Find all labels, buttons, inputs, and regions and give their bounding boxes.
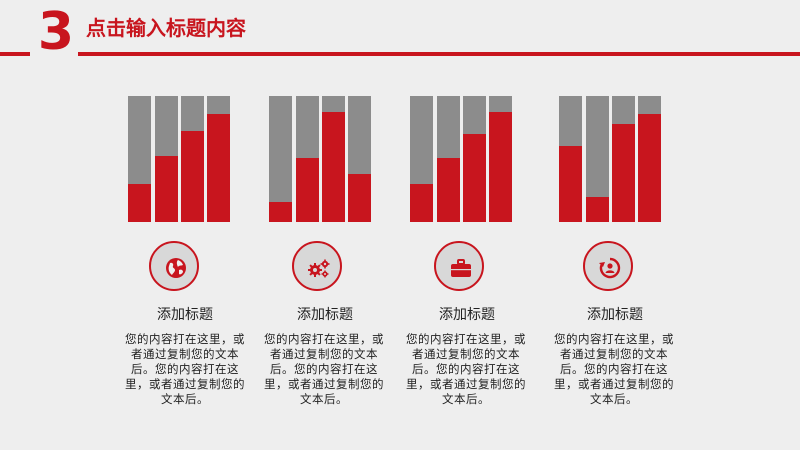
refresh-person-icon-glyph: [599, 257, 621, 279]
gears-icon[interactable]: [292, 241, 342, 291]
refresh-person-icon[interactable]: [583, 241, 633, 291]
card-4: 添加标题 您的内容打在这里，或者通过复制您的文本后。您的内容打在这里，或者通过复…: [540, 96, 690, 426]
bar-fill: [207, 113, 230, 222]
bar-fill: [322, 112, 345, 222]
bar-track: [410, 96, 433, 222]
bar-track: [155, 96, 178, 222]
bar-fill: [269, 201, 292, 222]
bar-fill: [489, 112, 512, 222]
bar-fill: [128, 184, 151, 222]
bar-track: [181, 96, 204, 222]
card-title[interactable]: 添加标题: [439, 307, 495, 323]
bar-chart: [410, 96, 524, 222]
bar-fill: [638, 113, 661, 222]
bar-track: [437, 96, 460, 222]
bar-fill: [155, 156, 178, 222]
bar-track: [489, 96, 512, 222]
bar-chart: [559, 96, 673, 222]
header-rule-left: [0, 52, 30, 56]
bar-track: [463, 96, 486, 222]
bar-track: [207, 96, 230, 222]
bar-fill: [437, 157, 460, 222]
bar-track: [612, 96, 635, 222]
section-number: 3: [36, 2, 76, 62]
briefcase-icon[interactable]: [434, 241, 484, 291]
card-3: 添加标题 您的内容打在这里，或者通过复制您的文本后。您的内容打在这里，或者通过复…: [392, 96, 542, 426]
bar-fill: [410, 184, 433, 222]
globe-icon-glyph: [166, 258, 186, 278]
bar-track: [348, 96, 371, 222]
bar-fill: [559, 146, 582, 222]
bar-fill: [181, 131, 204, 222]
bar-track: [559, 96, 582, 222]
gears-icon-glyph: [308, 259, 330, 278]
briefcase-icon-glyph: [451, 259, 471, 277]
bar-track: [322, 96, 345, 222]
card-body[interactable]: 您的内容打在这里，或者通过复制您的文本后。您的内容打在这里，或者通过复制您的文本…: [264, 332, 384, 406]
card-title[interactable]: 添加标题: [157, 307, 213, 323]
bar-fill: [586, 196, 609, 222]
bar-fill: [296, 157, 319, 222]
card-body[interactable]: 您的内容打在这里，或者通过复制您的文本后。您的内容打在这里，或者通过复制您的文本…: [125, 332, 245, 406]
bar-track: [638, 96, 661, 222]
bar-track: [296, 96, 319, 222]
page-title[interactable]: 点击输入标题内容: [86, 16, 246, 40]
bar-chart: [269, 96, 383, 222]
bar-fill: [612, 123, 635, 222]
bar-track: [269, 96, 292, 222]
globe-icon[interactable]: [149, 241, 199, 291]
bar-fill: [348, 174, 371, 222]
card-title[interactable]: 添加标题: [587, 307, 643, 323]
card-2: 添加标题 您的内容打在这里，或者通过复制您的文本后。您的内容打在这里，或者通过复…: [250, 96, 400, 426]
header-rule-right: [78, 52, 800, 56]
card-1: 添加标题 您的内容打在这里，或者通过复制您的文本后。您的内容打在这里，或者通过复…: [110, 96, 260, 426]
bar-track: [128, 96, 151, 222]
card-body[interactable]: 您的内容打在这里，或者通过复制您的文本后。您的内容打在这里，或者通过复制您的文本…: [554, 332, 674, 406]
card-title[interactable]: 添加标题: [297, 307, 353, 323]
card-body[interactable]: 您的内容打在这里，或者通过复制您的文本后。您的内容打在这里，或者通过复制您的文本…: [406, 332, 526, 406]
bar-fill: [463, 133, 486, 222]
bar-chart: [128, 96, 242, 222]
bar-track: [586, 96, 609, 222]
